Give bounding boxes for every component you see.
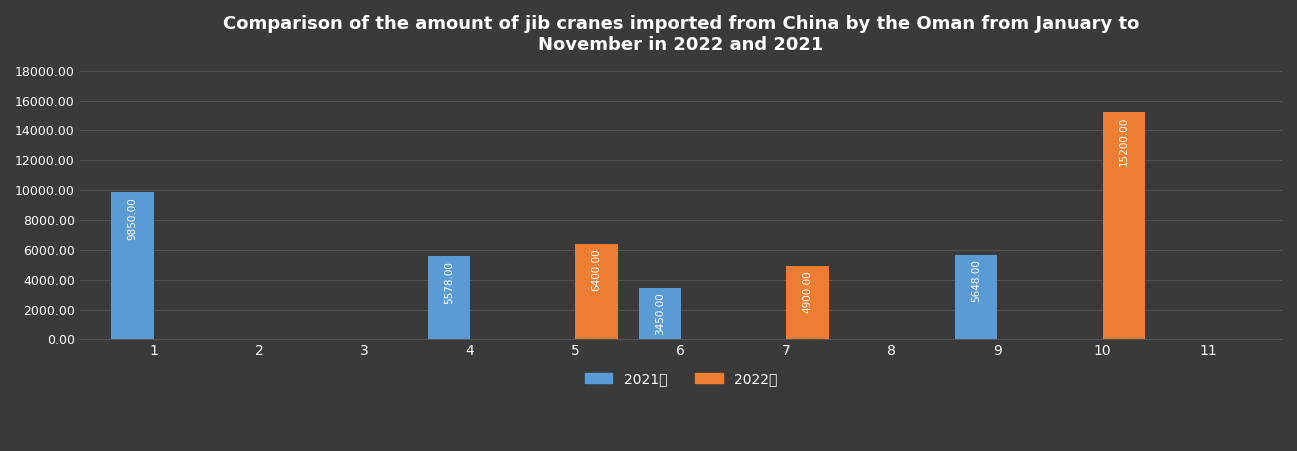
Text: 4900.00: 4900.00 — [803, 271, 812, 313]
Bar — [638, 288, 681, 340]
Text: 5648.00: 5648.00 — [971, 260, 981, 303]
Bar — [576, 244, 617, 340]
Bar — [786, 266, 829, 340]
Text: 5578.00: 5578.00 — [444, 261, 454, 304]
Bar — [955, 255, 997, 340]
Legend: 2021年, 2022年: 2021年, 2022年 — [578, 367, 782, 391]
Text: 6400.00: 6400.00 — [591, 249, 602, 291]
Text: 9850.00: 9850.00 — [127, 197, 137, 239]
Bar — [428, 256, 470, 340]
Text: 15200.00: 15200.00 — [1119, 117, 1128, 166]
Text: 3450.00: 3450.00 — [655, 292, 665, 335]
Bar — [112, 193, 153, 340]
Title: Comparison of the amount of jib cranes imported from China by the Oman from Janu: Comparison of the amount of jib cranes i… — [223, 15, 1139, 54]
Bar — [1102, 112, 1145, 340]
